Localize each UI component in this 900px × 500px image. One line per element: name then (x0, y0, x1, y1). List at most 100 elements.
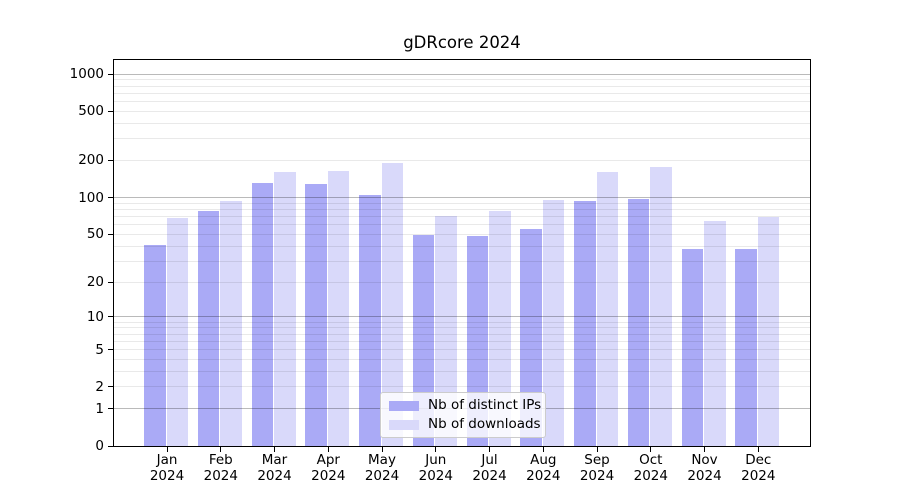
bar-mar-downloads (274, 172, 296, 446)
bar-apr-downloads (327, 170, 350, 446)
bar-jan-ips (144, 244, 166, 446)
x-tick-label: Nov 2024 (687, 452, 722, 484)
gridline (114, 208, 810, 210)
bar-nov-ips (681, 248, 703, 446)
gridline (114, 358, 810, 360)
gridline (114, 333, 810, 335)
x-tick-mark (757, 447, 759, 452)
bar-sep-ips (574, 200, 596, 446)
gridline (114, 202, 810, 204)
y-tick-label: 0 (95, 438, 104, 454)
gridline (114, 224, 810, 226)
gridline (114, 85, 810, 87)
y-tick-mark (108, 316, 113, 318)
gridline (114, 321, 810, 323)
bar-oct-downloads (650, 166, 672, 446)
bar-jul-downloads (489, 210, 511, 446)
gridline (114, 245, 810, 247)
x-tick-mark (542, 447, 544, 452)
y-tick-mark (108, 349, 113, 350)
legend-swatch-downloads (389, 419, 419, 430)
y-tick-label: 10 (86, 308, 104, 325)
gridline (114, 316, 810, 318)
gridline (114, 159, 810, 161)
gridline (114, 370, 810, 372)
bar-sep-downloads (596, 172, 618, 446)
x-tick-mark (381, 447, 383, 452)
x-tick-mark (435, 447, 437, 452)
y-tick-mark (108, 159, 113, 161)
bar-may-ips (359, 194, 381, 446)
gridline (114, 349, 810, 350)
legend-item-distinct-ips: Nb of distinct IPs (389, 398, 541, 413)
y-tick-label: 100 (78, 189, 104, 206)
y-tick-label: 50 (86, 226, 104, 243)
gridline (114, 122, 810, 124)
y-tick-label: 1000 (69, 66, 104, 82)
x-tick-label: Oct 2024 (633, 452, 668, 484)
legend-label-distinct-ips: Nb of distinct IPs (428, 397, 542, 413)
bar-dec-downloads (757, 217, 780, 446)
bar-nov-downloads (704, 221, 726, 446)
bar-oct-ips (627, 199, 650, 446)
bar-apr-ips (305, 183, 327, 446)
x-tick-mark (274, 447, 275, 452)
gridline (114, 340, 810, 342)
y-tick-label: 1 (95, 400, 104, 417)
y-tick-label: 2 (95, 378, 104, 395)
bar-jan-downloads (166, 218, 188, 446)
bar-mar-ips (251, 182, 273, 446)
bar-aug-downloads (542, 199, 565, 446)
chart-title: gDRcore 2024 (403, 33, 521, 52)
gridline (114, 110, 810, 112)
x-tick-label: Feb 2024 (203, 452, 238, 484)
gridline (114, 100, 810, 102)
bar-feb-downloads (220, 201, 242, 446)
y-tick-mark (108, 73, 113, 75)
gridline (114, 79, 810, 81)
x-tick-label: Mar 2024 (257, 452, 292, 484)
y-tick-mark (108, 281, 113, 283)
gridline (114, 327, 810, 329)
bar-aug-ips (520, 229, 542, 446)
gridline (114, 73, 810, 75)
bar-may-downloads (381, 163, 403, 446)
x-tick-mark (704, 447, 705, 452)
x-tick-label: May 2024 (364, 452, 400, 484)
x-tick-mark (220, 447, 222, 452)
x-tick-mark (489, 447, 490, 452)
x-tick-label: Jun 2024 (418, 452, 453, 484)
legend-swatch-distinct-ips (389, 400, 419, 411)
x-tick-mark (327, 447, 329, 452)
legend-label-downloads: Nb of downloads (428, 416, 541, 432)
plot-area (113, 59, 811, 447)
x-tick-label: Aug 2024 (526, 452, 561, 484)
gridline (114, 197, 810, 198)
gridline (114, 233, 810, 235)
x-tick-mark (166, 447, 168, 452)
gridline (114, 386, 810, 388)
y-tick-label: 200 (78, 152, 104, 169)
gridline (114, 216, 810, 217)
x-tick-label: Apr 2024 (311, 452, 346, 484)
bar-jun-downloads (435, 215, 457, 446)
y-tick-mark (108, 408, 113, 410)
bar-feb-ips (197, 211, 220, 446)
x-tick-label: Jul 2024 (472, 452, 507, 484)
legend-item-downloads: Nb of downloads (389, 417, 541, 432)
plot-inner (114, 60, 810, 446)
y-tick-mark (108, 110, 113, 112)
gridline (114, 260, 810, 262)
y-tick-mark (108, 386, 113, 388)
x-tick-mark (650, 447, 652, 452)
x-tick-label: Jan 2024 (149, 452, 185, 484)
gridline (114, 281, 810, 283)
x-tick-label: Dec 2024 (741, 452, 776, 484)
legend: Nb of distinct IPs Nb of downloads (380, 392, 546, 438)
y-tick-mark (108, 445, 113, 447)
x-tick-mark (596, 447, 598, 452)
y-tick-mark (108, 197, 113, 198)
y-tick-label: 5 (95, 341, 104, 358)
bar-dec-ips (735, 248, 757, 446)
